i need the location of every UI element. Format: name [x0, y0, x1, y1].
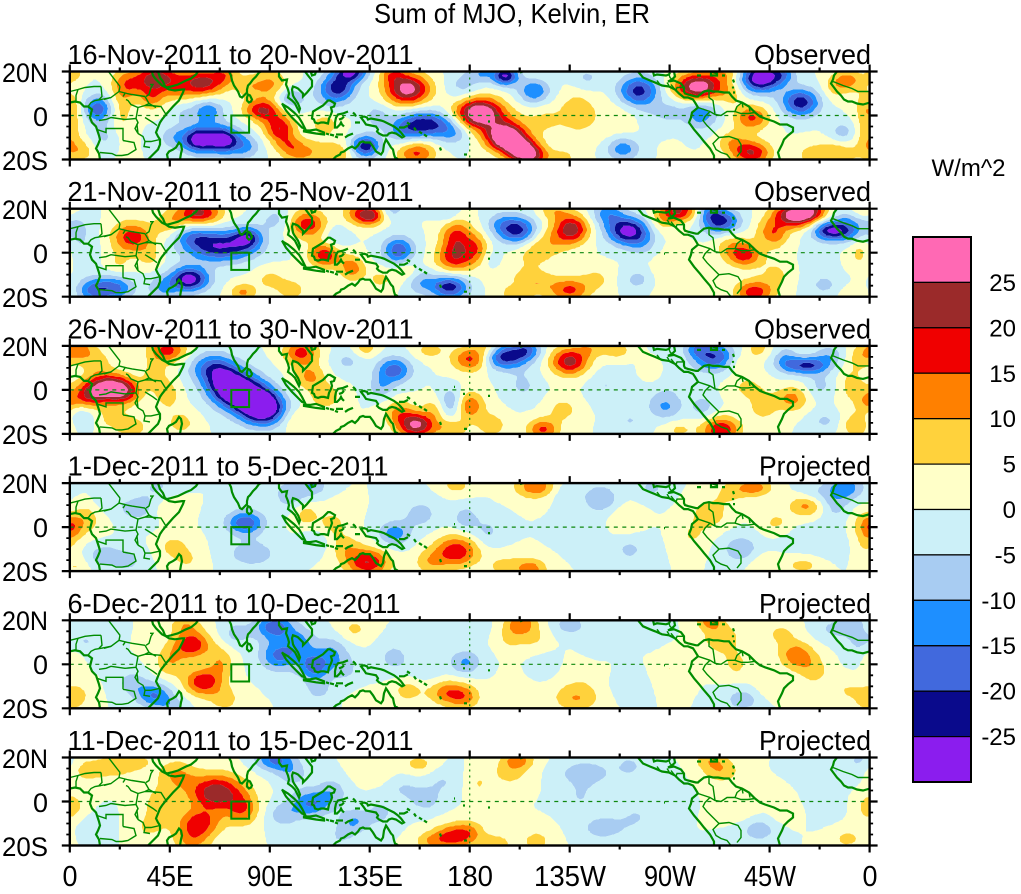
svg-text:0: 0: [33, 376, 48, 406]
svg-text:Observed: Observed: [754, 176, 871, 207]
svg-text:10: 10: [989, 406, 1016, 433]
svg-text:45W: 45W: [744, 861, 797, 889]
svg-text:16-Nov-2011 to 20-Nov-2011: 16-Nov-2011 to 20-Nov-2011: [68, 39, 414, 70]
svg-text:20S: 20S: [2, 420, 48, 450]
svg-text:-5: -5: [995, 542, 1016, 569]
svg-text:21-Nov-2011 to 25-Nov-2011: 21-Nov-2011 to 25-Nov-2011: [68, 176, 414, 207]
svg-text:135W: 135W: [534, 861, 607, 889]
svg-text:90E: 90E: [247, 861, 293, 889]
svg-text:0: 0: [33, 650, 48, 680]
svg-text:20N: 20N: [2, 332, 48, 362]
svg-text:Projected: Projected: [759, 451, 871, 482]
svg-text:15: 15: [989, 361, 1016, 388]
svg-text:20N: 20N: [2, 606, 48, 636]
svg-text:W/m^2: W/m^2: [932, 155, 1006, 182]
svg-text:20S: 20S: [2, 283, 48, 313]
svg-text:-10: -10: [981, 588, 1016, 615]
svg-text:26-Nov-2011 to 30-Nov-2011: 26-Nov-2011 to 30-Nov-2011: [68, 313, 414, 344]
svg-text:20N: 20N: [2, 469, 48, 499]
svg-text:5: 5: [1003, 452, 1016, 479]
svg-text:0: 0: [863, 861, 878, 889]
svg-text:-25: -25: [981, 724, 1016, 751]
svg-text:-15: -15: [981, 633, 1016, 660]
svg-text:20S: 20S: [2, 146, 48, 176]
svg-text:0: 0: [33, 239, 48, 269]
svg-text:20N: 20N: [2, 58, 48, 88]
svg-text:-20: -20: [981, 679, 1016, 706]
svg-text:90W: 90W: [644, 861, 697, 889]
svg-text:20N: 20N: [2, 195, 48, 225]
svg-text:20S: 20S: [2, 694, 48, 724]
svg-text:Observed: Observed: [754, 39, 871, 70]
svg-text:Projected: Projected: [759, 725, 871, 756]
svg-text:0: 0: [33, 102, 48, 132]
svg-text:20S: 20S: [2, 832, 48, 862]
svg-text:0: 0: [1003, 497, 1016, 524]
svg-text:0: 0: [33, 513, 48, 543]
svg-text:Projected: Projected: [759, 588, 871, 619]
svg-text:20: 20: [989, 315, 1016, 342]
svg-text:25: 25: [989, 270, 1016, 297]
svg-text:1-Dec-2011 to 5-Dec-2011: 1-Dec-2011 to 5-Dec-2011: [68, 451, 389, 482]
svg-text:180: 180: [447, 861, 493, 889]
svg-text:11-Dec-2011 to 15-Dec-2011: 11-Dec-2011 to 15-Dec-2011: [68, 725, 414, 756]
svg-text:45E: 45E: [147, 861, 194, 889]
svg-text:0: 0: [63, 861, 78, 889]
svg-text:6-Dec-2011 to 10-Dec-2011: 6-Dec-2011 to 10-Dec-2011: [68, 588, 401, 619]
svg-text:135E: 135E: [337, 861, 403, 889]
svg-text:0: 0: [33, 788, 48, 818]
svg-text:20S: 20S: [2, 557, 48, 587]
svg-text:Observed: Observed: [754, 313, 871, 344]
svg-text:Sum of MJO, Kelvin, ER: Sum of MJO, Kelvin, ER: [374, 0, 650, 29]
svg-text:20N: 20N: [2, 744, 48, 774]
